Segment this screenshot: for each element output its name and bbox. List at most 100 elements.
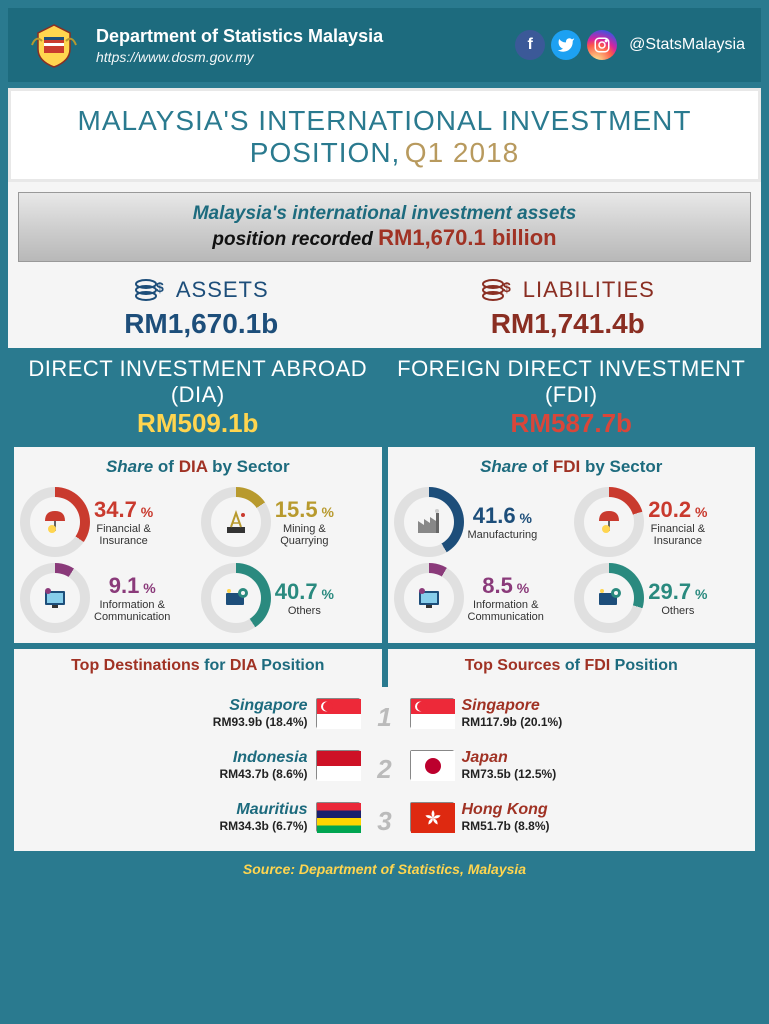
dia-share-title: Share of DIA by Sector bbox=[20, 457, 376, 477]
sector-pct: 20.2 % bbox=[648, 497, 707, 523]
social-icons: f @StatsMalaysia bbox=[515, 30, 745, 60]
sector-label: Financial &Insurance bbox=[648, 523, 707, 547]
sector-pct: 8.5 % bbox=[468, 573, 544, 599]
top-fdi-title-box: Top Sources of FDI Position bbox=[388, 649, 756, 687]
sector-pct: 9.1 % bbox=[94, 573, 170, 599]
rank-number: 1 bbox=[367, 702, 403, 733]
flag-icon bbox=[410, 802, 454, 832]
liabilities-value: RM1,741.4b bbox=[395, 308, 742, 340]
sector-label: Others bbox=[275, 605, 334, 617]
highlight-banner: Malaysia's international investment asse… bbox=[18, 192, 751, 262]
highlight-value: RM1,670.1 billion bbox=[378, 225, 557, 250]
department-url[interactable]: https://www.dosm.gov.my bbox=[96, 49, 503, 65]
assets-liabilities-row: $ ASSETS RM1,670.1b $ LIABILITIES RM1,74… bbox=[8, 268, 761, 348]
sector-donut: 9.1 % Information &Communication bbox=[20, 563, 195, 633]
fdi-rank-item: SingaporeRM117.9b (20.1%) bbox=[410, 691, 750, 735]
rank-country: Japan bbox=[462, 749, 750, 767]
dia-rank-item: IndonesiaRM43.7b (8.6%) bbox=[20, 743, 360, 787]
rank-value: RM43.7b (8.6%) bbox=[20, 767, 308, 781]
title-bar: MALAYSIA'S INTERNATIONAL INVESTMENT POSI… bbox=[8, 88, 761, 182]
rank-value: RM34.3b (6.7%) bbox=[20, 819, 308, 833]
sector-label: Manufacturing bbox=[468, 529, 538, 541]
sector-icon bbox=[211, 573, 261, 623]
instagram-icon[interactable] bbox=[587, 30, 617, 60]
dia-value: RM509.1b bbox=[18, 408, 378, 439]
rank-value: RM73.5b (12.5%) bbox=[462, 767, 750, 781]
svg-text:$: $ bbox=[503, 279, 512, 295]
sector-label: Information &Communication bbox=[94, 599, 170, 623]
title-main: MALAYSIA'S INTERNATIONAL INVESTMENT POSI… bbox=[78, 105, 692, 168]
coins-icon: $ bbox=[481, 276, 515, 304]
dia-header: DIRECT INVESTMENT ABROAD (DIA) RM509.1b bbox=[14, 348, 382, 447]
rankings-container: SingaporeRM93.9b (18.4%)IndonesiaRM43.7b… bbox=[14, 687, 755, 851]
flag-icon bbox=[410, 750, 454, 780]
liabilities-box: $ LIABILITIES RM1,741.4b bbox=[395, 276, 742, 340]
social-handle[interactable]: @StatsMalaysia bbox=[629, 36, 745, 54]
fdi-rank-item: JapanRM73.5b (12.5%) bbox=[410, 743, 750, 787]
highlight-line1: Malaysia's international investment asse… bbox=[29, 203, 740, 225]
fdi-value: RM587.7b bbox=[392, 408, 752, 439]
liabilities-label: LIABILITIES bbox=[523, 277, 655, 303]
dia-rank-item: MauritiusRM34.3b (6.7%) bbox=[20, 795, 360, 839]
dia-title: DIRECT INVESTMENT ABROAD (DIA) bbox=[18, 356, 378, 408]
rank-number: 2 bbox=[367, 754, 403, 785]
top-fdi-title: Top Sources of FDI Position bbox=[392, 657, 752, 675]
sector-pct: 15.5 % bbox=[275, 497, 334, 523]
dia-rank-item: SingaporeRM93.9b (18.4%) bbox=[20, 691, 360, 735]
sector-donut: 8.5 % Information &Communication bbox=[394, 563, 569, 633]
dia-sectors-column: Share of DIA by Sector 34.7 % Financial … bbox=[14, 447, 382, 643]
sector-donut: 15.5 % Mining &Quarrying bbox=[201, 487, 376, 557]
assets-box: $ ASSETS RM1,670.1b bbox=[28, 276, 375, 340]
coins-icon: $ bbox=[134, 276, 168, 304]
sector-icon bbox=[584, 573, 634, 623]
sector-icon bbox=[30, 497, 80, 547]
sector-donut: 29.7 % Others bbox=[574, 563, 749, 633]
fdi-share-title: Share of FDI by Sector bbox=[394, 457, 750, 477]
crest-icon bbox=[24, 20, 84, 70]
sector-label: Information &Communication bbox=[468, 599, 544, 623]
facebook-icon[interactable]: f bbox=[515, 30, 545, 60]
sector-pct: 40.7 % bbox=[275, 579, 334, 605]
flag-icon bbox=[316, 802, 360, 832]
top-dia-title-box: Top Destinations for DIA Position bbox=[14, 649, 382, 687]
rank-country: Hong Kong bbox=[462, 801, 750, 819]
fdi-sectors-column: Share of FDI by Sector 41.6 % Manufactur… bbox=[388, 447, 756, 643]
department-name: Department of Statistics Malaysia bbox=[96, 26, 503, 47]
sector-donut: 34.7 % Financial &Insurance bbox=[20, 487, 195, 557]
rank-country: Singapore bbox=[20, 697, 308, 715]
sector-icon bbox=[211, 497, 261, 547]
flag-icon bbox=[316, 750, 360, 780]
assets-label: ASSETS bbox=[176, 277, 269, 303]
sector-label: Financial &Insurance bbox=[94, 523, 153, 547]
rank-number: 3 bbox=[367, 806, 403, 837]
rank-value: RM51.7b (8.8%) bbox=[462, 819, 750, 833]
assets-value: RM1,670.1b bbox=[28, 308, 375, 340]
sector-donut: 41.6 % Manufacturing bbox=[394, 487, 569, 557]
sector-pct: 29.7 % bbox=[648, 579, 707, 605]
sector-pct: 41.6 % bbox=[468, 503, 538, 529]
svg-text:$: $ bbox=[156, 279, 165, 295]
rank-country: Singapore bbox=[462, 697, 750, 715]
sector-donut: 20.2 % Financial &Insurance bbox=[574, 487, 749, 557]
sector-icon bbox=[30, 573, 80, 623]
rank-country: Mauritius bbox=[20, 801, 308, 819]
sector-icon bbox=[404, 497, 454, 547]
rank-value: RM93.9b (18.4%) bbox=[20, 715, 308, 729]
title-period: Q1 2018 bbox=[405, 137, 519, 168]
rank-value: RM117.9b (20.1%) bbox=[462, 715, 750, 729]
sector-label: Others bbox=[648, 605, 707, 617]
fdi-header: FOREIGN DIRECT INVESTMENT (FDI) RM587.7b bbox=[388, 348, 756, 447]
fdi-title: FOREIGN DIRECT INVESTMENT (FDI) bbox=[392, 356, 752, 408]
twitter-icon[interactable] bbox=[551, 30, 581, 60]
sector-label: Mining &Quarrying bbox=[275, 523, 334, 547]
flag-icon bbox=[410, 698, 454, 728]
sector-icon bbox=[584, 497, 634, 547]
header-bar: Department of Statistics Malaysia https:… bbox=[8, 8, 761, 82]
sector-icon bbox=[404, 573, 454, 623]
rank-country: Indonesia bbox=[20, 749, 308, 767]
flag-icon bbox=[316, 698, 360, 728]
source-footer: Source: Department of Statistics, Malays… bbox=[14, 855, 755, 883]
sector-donut: 40.7 % Others bbox=[201, 563, 376, 633]
top-dia-title: Top Destinations for DIA Position bbox=[18, 657, 378, 675]
sector-pct: 34.7 % bbox=[94, 497, 153, 523]
